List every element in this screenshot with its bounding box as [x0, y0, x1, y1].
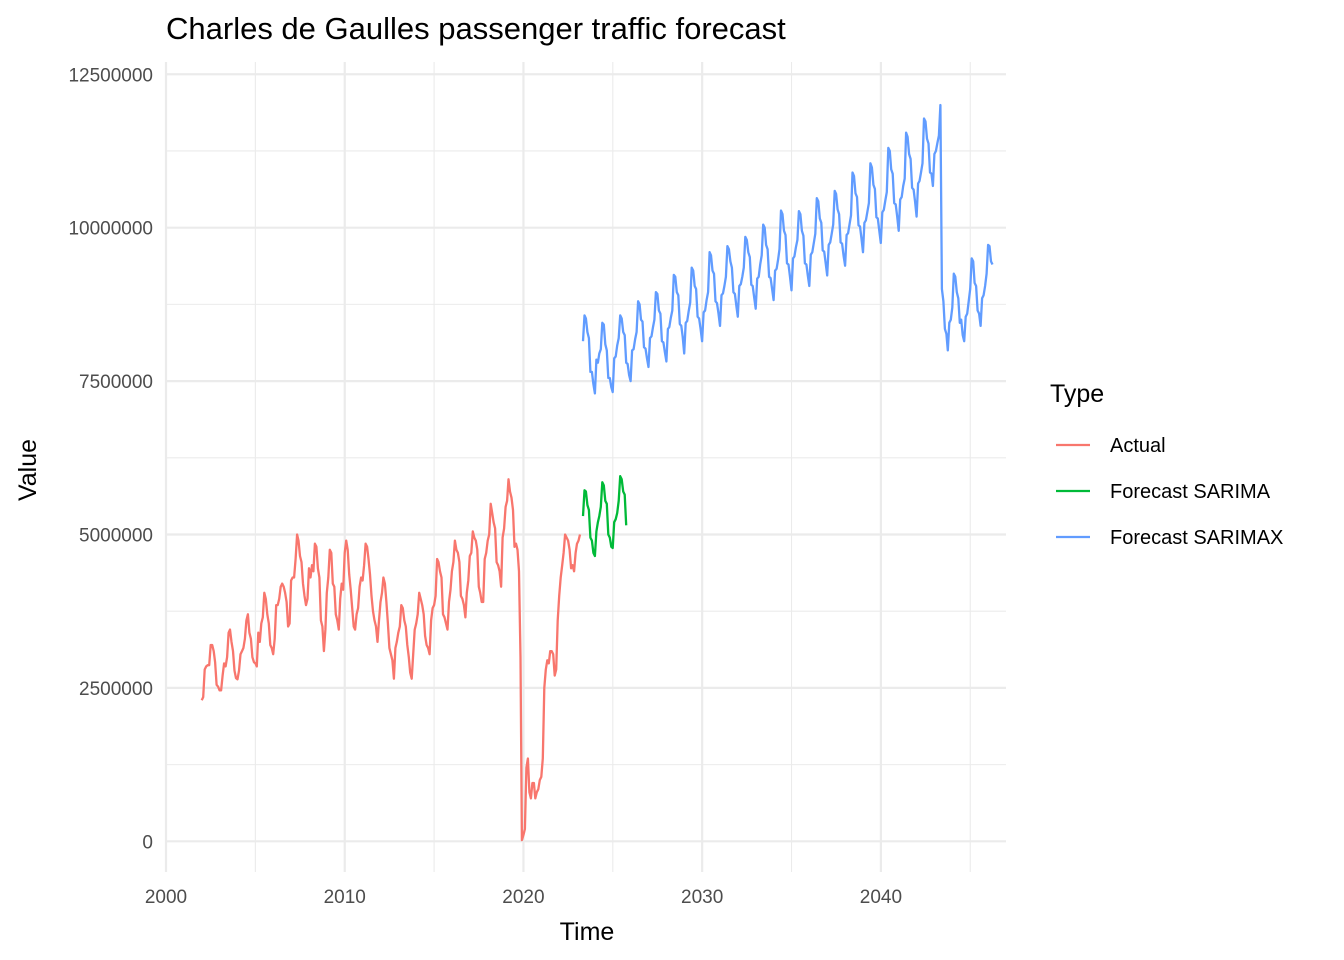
y-tick-label: 0	[142, 832, 153, 853]
x-axis-title: Time	[560, 918, 615, 946]
series-line-actual	[200, 478, 582, 842]
x-tick-label: 2040	[860, 887, 902, 908]
x-tick-label: 2020	[502, 887, 544, 908]
legend-label: Forecast SARIMAX	[1110, 527, 1283, 549]
y-tick-label: 7500000	[79, 372, 153, 393]
y-tick-label: 10000000	[68, 219, 153, 240]
legend-items: Actual Forecast SARIMA Forecast SARIMAX	[1056, 435, 1283, 549]
x-tick-label: 2030	[681, 887, 723, 908]
y-axis-title: Value	[14, 439, 42, 501]
legend-label: Forecast SARIMA	[1110, 481, 1271, 503]
x-axis-ticks: 2000 2010 2020 2030 2040	[145, 887, 902, 908]
legend: Type Actual Forecast SARIMA Forecast SARIM…	[1050, 380, 1283, 549]
y-tick-label: 5000000	[79, 526, 153, 547]
series-lines	[200, 103, 994, 842]
series-line-forecast-sarimax	[581, 103, 994, 395]
y-axis-ticks: 0 2500000 5000000 7500000 10000000 12500000	[68, 65, 153, 853]
legend-title: Type	[1050, 380, 1104, 408]
series-line-forecast-sarima	[581, 475, 628, 558]
x-tick-label: 2000	[145, 887, 187, 908]
y-tick-label: 2500000	[79, 679, 153, 700]
x-tick-label: 2010	[324, 887, 366, 908]
chart-title: Charles de Gaulles passenger traffic for…	[166, 11, 786, 46]
legend-label: Actual	[1110, 435, 1166, 457]
y-tick-label: 12500000	[68, 65, 153, 86]
grid	[164, 62, 1006, 872]
